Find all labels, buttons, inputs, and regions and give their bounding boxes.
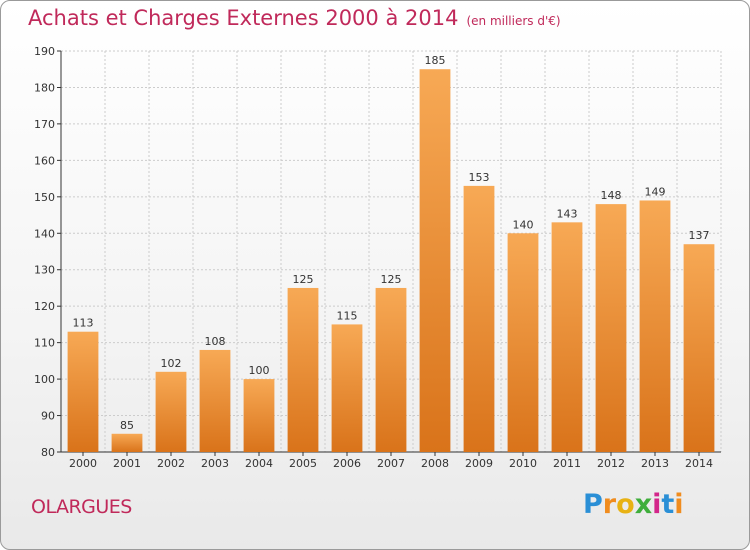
- chart-subtitle: (en milliers d'€): [466, 14, 561, 28]
- y-tick-label: 80: [41, 446, 55, 459]
- logo-letter: i: [674, 489, 684, 520]
- value-label: 100: [249, 364, 270, 377]
- bar-2002: [155, 371, 187, 452]
- bar-2001: [111, 433, 143, 452]
- chart-title: Achats et Charges Externes 2000 à 2014 (e…: [28, 6, 561, 30]
- bar-2014: [683, 244, 715, 452]
- value-label: 137: [689, 229, 710, 242]
- x-tick-label: 2013: [641, 457, 669, 470]
- x-tick-label: 2001: [113, 457, 141, 470]
- x-tick-label: 2004: [245, 457, 273, 470]
- value-label: 143: [557, 207, 578, 220]
- x-tick-label: 2002: [157, 457, 185, 470]
- value-label: 115: [337, 309, 358, 322]
- value-label: 108: [205, 335, 226, 348]
- logo-letter: i: [652, 489, 662, 520]
- x-tick-label: 2014: [685, 457, 713, 470]
- city-name: OLARGUES: [31, 496, 132, 518]
- bar-2008: [419, 69, 451, 453]
- x-tick-label: 2007: [377, 457, 405, 470]
- y-tick-label: 130: [34, 264, 55, 277]
- logo-letter: t: [661, 489, 675, 520]
- value-label: 102: [161, 357, 182, 370]
- value-label: 140: [513, 218, 534, 231]
- x-tick-label: 2003: [201, 457, 229, 470]
- chart-title-text: Achats et Charges Externes 2000 à 2014: [28, 6, 459, 30]
- value-label: 125: [381, 273, 402, 286]
- value-label: 125: [293, 273, 314, 286]
- y-tick-label: 90: [41, 410, 55, 423]
- x-tick-label: 2006: [333, 457, 361, 470]
- bar-2000: [67, 331, 99, 452]
- bar-2004: [243, 379, 275, 452]
- y-tick-label: 190: [34, 45, 55, 58]
- bar-2009: [463, 185, 495, 452]
- y-tick-label: 160: [34, 154, 55, 167]
- y-tick-label: 170: [34, 118, 55, 131]
- logo-letter: o: [616, 489, 635, 520]
- bars: [67, 69, 715, 453]
- logo-letter: x: [634, 489, 653, 520]
- x-tick-label: 2010: [509, 457, 537, 470]
- logo-letter: r: [602, 489, 617, 520]
- labels: 80 90 100 110 120 130 140 150 160 170 180 190 113 200…: [34, 45, 713, 470]
- y-tick-label: 120: [34, 300, 55, 313]
- bar-2006: [331, 324, 363, 452]
- logo-letter: P: [583, 489, 603, 520]
- x-tick-label: 2012: [597, 457, 625, 470]
- y-tick-label: 140: [34, 227, 55, 240]
- bar-2012: [595, 204, 627, 452]
- x-tick-label: 2000: [69, 457, 97, 470]
- x-tick-label: 2011: [553, 457, 581, 470]
- bar-2013: [639, 200, 671, 452]
- y-tick-label: 110: [34, 337, 55, 350]
- x-tick-label: 2005: [289, 457, 317, 470]
- y-tick-label: 100: [34, 373, 55, 386]
- bar-2010: [507, 233, 539, 452]
- value-label: 153: [469, 171, 490, 184]
- bar-2011: [551, 222, 583, 452]
- x-tick-label: 2009: [465, 457, 493, 470]
- bar-2005: [287, 287, 319, 452]
- y-tick-label: 180: [34, 81, 55, 94]
- proxiti-logo: Proxiti: [583, 489, 684, 520]
- value-label: 148: [601, 189, 622, 202]
- y-tick-label: 150: [34, 191, 55, 204]
- bar-2007: [375, 287, 407, 452]
- value-label: 85: [120, 419, 134, 432]
- value-label: 113: [73, 317, 94, 330]
- x-tick-label: 2008: [421, 457, 449, 470]
- bar-2003: [199, 349, 231, 452]
- value-label: 185: [425, 54, 446, 67]
- value-label: 149: [645, 185, 666, 198]
